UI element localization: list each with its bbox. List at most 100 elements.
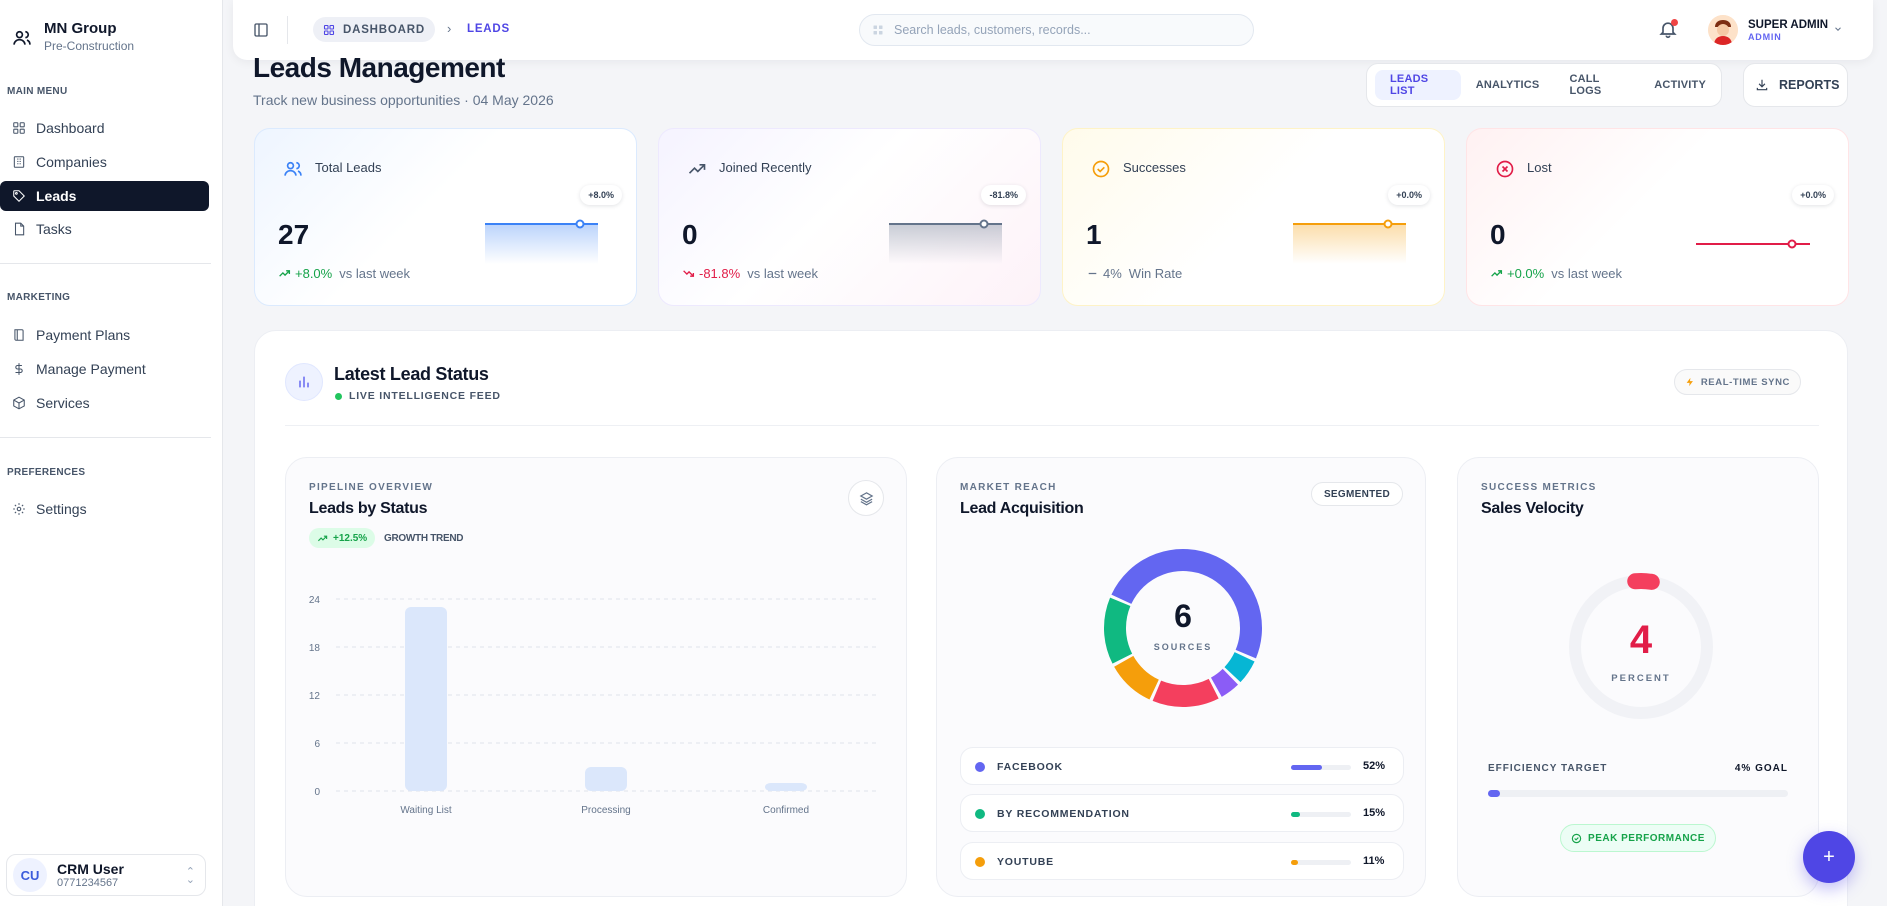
lead-status-panel: Latest Lead Status LIVE INTELLIGENCE FEE… [254, 330, 1848, 906]
layers-icon [859, 491, 873, 505]
search-bar[interactable] [859, 14, 1254, 46]
bar[interactable] [585, 767, 627, 791]
source-bar-track [1291, 860, 1351, 865]
pipeline-card: PIPELINE OVERVIEW Leads by Status +12.5%… [285, 457, 907, 897]
stat-trend-value: +0.0% [1507, 266, 1545, 281]
growth-value: +12.5% [333, 532, 368, 544]
avatar[interactable] [1708, 15, 1738, 45]
stat-trend-note: vs last week [339, 266, 411, 281]
trend-up-icon [688, 164, 706, 174]
legend-dot [975, 809, 985, 819]
velocity-card: SUCCESS METRICS Sales Velocity 4 PERCENT… [1457, 457, 1819, 897]
check-circle-icon [1571, 833, 1582, 843]
check-circle-icon [1092, 160, 1110, 178]
org-name: MN Group [44, 20, 117, 37]
sidebar-toggle-icon[interactable] [253, 22, 269, 38]
stat-value: 0 [682, 219, 698, 250]
sidebar-item-dashboard[interactable]: Dashboard [0, 113, 209, 143]
stat-trend-note: Win Rate [1128, 266, 1183, 281]
stat-label: Joined Recently [719, 160, 812, 175]
tab-activity[interactable]: ACTIVITY [1654, 79, 1706, 91]
y-tick-label: 6 [314, 739, 320, 750]
sidebar-item-tasks[interactable]: Tasks [0, 214, 209, 244]
stat-card-total-leads[interactable]: Total Leads 27 +8.0% vs last week +8.0% [254, 128, 637, 306]
layers-button[interactable] [848, 480, 884, 516]
stat-trend-note: vs last week [1551, 266, 1623, 281]
card-title: Lead Acquisition [960, 500, 1084, 517]
sync-label: REAL-TIME SYNC [1700, 376, 1790, 388]
download-icon [1756, 79, 1768, 91]
sidebar-divider [0, 437, 211, 438]
admin-name: SUPER ADMIN [1748, 19, 1829, 31]
stat-badge: +8.0% [580, 185, 622, 205]
bar[interactable] [405, 607, 447, 791]
users-icon [284, 161, 302, 176]
sidebar-item-label: Tasks [36, 221, 72, 237]
sidebar-item-settings[interactable]: Settings [0, 494, 209, 524]
chevron-updown-icon: ⌃ ⌄ [185, 866, 195, 886]
sidebar-item-companies[interactable]: Companies [0, 147, 209, 177]
chevron-down-icon[interactable] [1833, 24, 1843, 34]
sidebar-item-leads[interactable]: Leads [0, 181, 209, 211]
source-row[interactable]: FACEBOOK 52% [960, 747, 1404, 785]
user-phone: 0771234567 [57, 877, 119, 889]
chevron-right-icon: › [447, 21, 452, 36]
source-row[interactable]: YOUTUBE 11% [960, 842, 1404, 880]
bell-icon[interactable] [1658, 19, 1678, 39]
stat-trend: -81.8% vs last week [682, 266, 818, 281]
stat-card-joined-recently[interactable]: Joined Recently 0 -81.8% vs last week -8… [658, 128, 1041, 306]
trend-up-icon [1491, 270, 1503, 277]
book-icon [14, 329, 24, 341]
stat-badge: +0.0% [1388, 185, 1430, 205]
gauge-progress [1567, 573, 1715, 721]
live-label: LIVE INTELLIGENCE FEED [349, 390, 501, 402]
breadcrumb-root: DASHBOARD [343, 23, 425, 36]
tab-call-logs[interactable]: CALL LOGS [1569, 73, 1602, 97]
sidebar-item-label: Payment Plans [36, 327, 131, 343]
sparkline [485, 219, 598, 264]
stat-label: Lost [1527, 160, 1552, 175]
trend-up-icon [317, 535, 328, 541]
segmented-toggle[interactable]: SEGMENTED [1310, 482, 1403, 506]
trend-up-icon [279, 270, 291, 277]
search-input[interactable] [894, 23, 1234, 37]
efficiency-bar-track [1488, 790, 1788, 797]
efficiency-bar-fill [1488, 790, 1500, 797]
user-menu[interactable]: CU CRM User 0771234567 ⌃ ⌄ [6, 854, 206, 896]
panel-divider [285, 425, 1819, 426]
add-button[interactable]: + [1803, 831, 1855, 883]
stat-card-lost[interactable]: Lost 0 +0.0% vs last week +0.0% [1466, 128, 1849, 306]
sidebar-item-label: Manage Payment [36, 361, 146, 377]
grid-icon [323, 24, 335, 35]
source-row[interactable]: BY RECOMMENDATION 15% [960, 794, 1404, 832]
sparkline [1696, 239, 1810, 249]
sidebar-item-services[interactable]: Services [0, 388, 209, 418]
trend-down-icon [683, 270, 695, 277]
sidebar-item-label: Dashboard [36, 120, 105, 136]
users-icon [13, 30, 31, 45]
source-name: BY RECOMMENDATION [997, 808, 1130, 820]
sidebar-item-payment-plans[interactable]: Payment Plans [0, 320, 209, 350]
section-label-main-menu: MAIN MENU [7, 86, 68, 97]
bar[interactable] [765, 783, 807, 791]
org-switcher[interactable]: MN Group Pre-Construction [12, 20, 134, 53]
stat-trend: +8.0% vs last week [278, 266, 410, 281]
donut-segment[interactable] [1100, 545, 1266, 711]
stat-value: 27 [278, 219, 310, 250]
breadcrumb-dashboard[interactable]: DASHBOARD [313, 17, 435, 42]
reports-button[interactable]: REPORTS [1743, 63, 1848, 107]
y-tick-label: 18 [309, 643, 321, 654]
source-name: FACEBOOK [997, 761, 1063, 773]
dollar-icon [15, 363, 23, 375]
acquisition-card: MARKET REACH Lead Acquisition SEGMENTED … [936, 457, 1426, 897]
sidebar-item-label: Companies [36, 154, 107, 170]
card-kicker: PIPELINE OVERVIEW [309, 482, 434, 493]
sidebar-item-manage-payment[interactable]: Manage Payment [0, 354, 209, 384]
bar-chart-icon [285, 363, 323, 401]
tab-leads-list[interactable]: LEADS LIST [1375, 70, 1461, 100]
stat-card-successes[interactable]: Successes 1 4% Win Rate +0.0% [1062, 128, 1445, 306]
reports-label: REPORTS [1779, 78, 1840, 92]
breadcrumb-current: LEADS [467, 23, 510, 35]
tab-analytics[interactable]: ANALYTICS [1475, 79, 1540, 91]
acquisition-donut-chart [1100, 545, 1266, 711]
